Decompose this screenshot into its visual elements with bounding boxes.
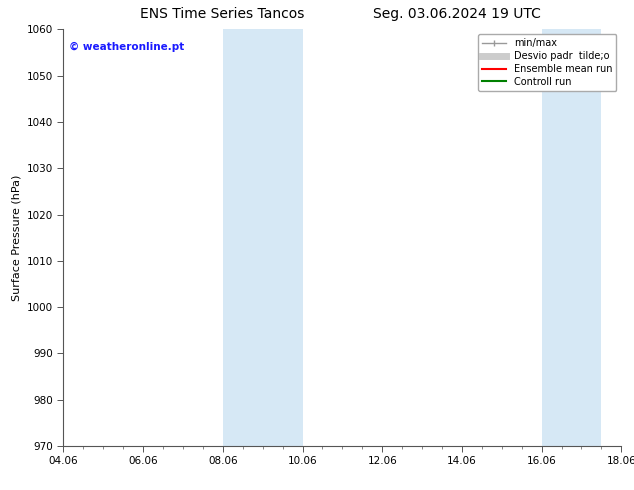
Legend: min/max, Desvio padr  tilde;o, Ensemble mean run, Controll run: min/max, Desvio padr tilde;o, Ensemble m… [478,34,616,91]
Text: ENS Time Series Tancos: ENS Time Series Tancos [139,7,304,22]
Y-axis label: Surface Pressure (hPa): Surface Pressure (hPa) [11,174,21,301]
Bar [541,29,602,446]
Text: © weatheronline.pt: © weatheronline.pt [69,42,184,52]
Text: Seg. 03.06.2024 19 UTC: Seg. 03.06.2024 19 UTC [373,7,540,22]
Bar [223,29,302,446]
